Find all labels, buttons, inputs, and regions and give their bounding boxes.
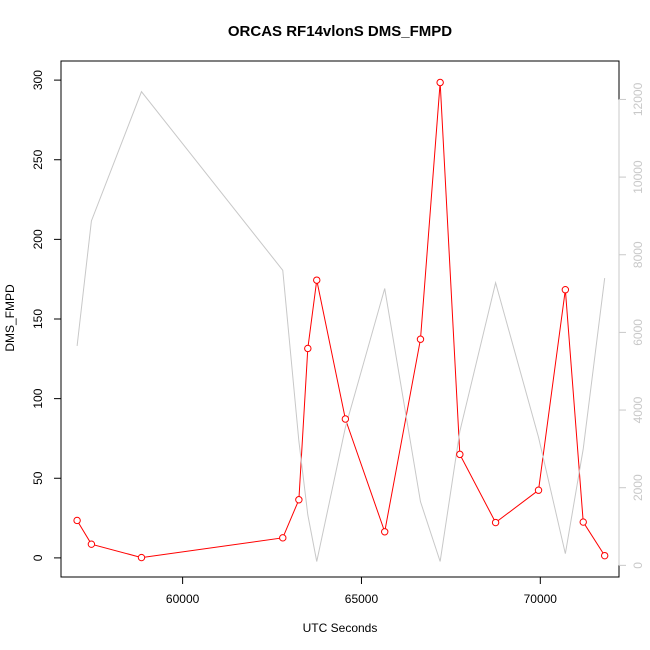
y-tick-label: 150 bbox=[31, 309, 45, 329]
data-point bbox=[137, 553, 146, 562]
data-point bbox=[561, 286, 570, 294]
data-point bbox=[304, 344, 312, 353]
data-point bbox=[381, 528, 389, 536]
series-layer bbox=[73, 78, 609, 562]
data-point bbox=[436, 78, 444, 87]
data-point bbox=[534, 486, 543, 494]
data-point bbox=[279, 534, 287, 542]
y2-tick-label: 0 bbox=[631, 562, 645, 569]
y2-tick-label: 12000 bbox=[631, 82, 645, 116]
x-tick-label: 60000 bbox=[166, 592, 200, 606]
data-point bbox=[600, 551, 609, 560]
y-tick-label: 0 bbox=[31, 554, 45, 561]
secondary-series-line bbox=[76, 90, 606, 562]
chart-title: ORCAS RF14vlonS DMS_FMPD bbox=[228, 23, 452, 40]
y-tick-label: 200 bbox=[31, 229, 45, 249]
y-axis-label: DMS_FMPD bbox=[3, 284, 17, 352]
x-tick-label: 65000 bbox=[345, 592, 379, 606]
x-tick-label: 70000 bbox=[524, 592, 558, 606]
x-axis-label: UTC Seconds bbox=[303, 621, 378, 635]
y2-tick-label: 2000 bbox=[631, 474, 645, 501]
data-point bbox=[579, 518, 587, 526]
y2-tick-label: 10000 bbox=[631, 160, 645, 194]
data-point bbox=[341, 415, 350, 423]
data-point bbox=[491, 518, 500, 527]
data-point bbox=[73, 516, 81, 525]
y-tick-label: 250 bbox=[31, 149, 45, 169]
y2-tick-label: 8000 bbox=[631, 241, 645, 268]
data-point bbox=[416, 335, 425, 343]
data-point bbox=[87, 540, 96, 548]
y2-tick-label: 4000 bbox=[631, 396, 645, 423]
y-tick-label: 100 bbox=[31, 388, 45, 408]
axes-layer: 60000 65000 70000 0 50 100 150 200 250 300 0 2000 40… bbox=[31, 70, 645, 606]
data-point bbox=[295, 496, 303, 504]
data-point bbox=[456, 450, 464, 459]
y-tick-label: 50 bbox=[31, 471, 45, 485]
y2-tick-label: 6000 bbox=[631, 319, 645, 346]
data-point bbox=[313, 276, 321, 284]
y-tick-label: 300 bbox=[31, 70, 45, 90]
